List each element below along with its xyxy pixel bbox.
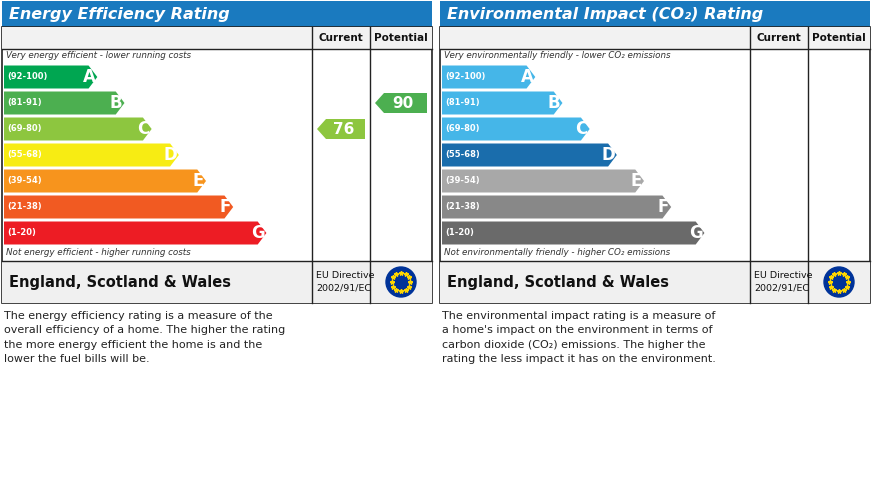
Text: (81-91): (81-91): [445, 99, 480, 107]
Text: B: B: [110, 94, 122, 112]
Text: E: E: [193, 172, 204, 190]
Bar: [2, 1, 432, 27]
Text: G: G: [251, 224, 264, 242]
Text: A: A: [520, 68, 533, 86]
Text: Potential: Potential: [374, 33, 428, 43]
Text: The energy efficiency rating is a measure of the
overall efficiency of a home. T: The energy efficiency rating is a measur…: [4, 311, 285, 364]
Polygon shape: [4, 92, 124, 114]
Text: (92-100): (92-100): [445, 72, 486, 81]
Polygon shape: [442, 221, 704, 245]
Polygon shape: [442, 143, 617, 167]
Bar: [2, 27, 432, 303]
Text: England, Scotland & Wales: England, Scotland & Wales: [447, 275, 669, 289]
Text: (39-54): (39-54): [7, 176, 41, 185]
Polygon shape: [4, 221, 267, 245]
Text: Very energy efficient - lower running costs: Very energy efficient - lower running co…: [6, 51, 191, 60]
Text: England, Scotland & Wales: England, Scotland & Wales: [9, 275, 231, 289]
Bar: [2, 27, 432, 49]
Text: (1-20): (1-20): [445, 228, 473, 238]
Polygon shape: [4, 196, 233, 218]
Polygon shape: [317, 119, 365, 139]
Text: Very environmentally friendly - lower CO₂ emissions: Very environmentally friendly - lower CO…: [444, 51, 671, 60]
Text: Energy Efficiency Rating: Energy Efficiency Rating: [9, 6, 230, 22]
Text: B: B: [548, 94, 561, 112]
Text: C: C: [137, 120, 150, 138]
Text: (81-91): (81-91): [7, 99, 41, 107]
Bar: [440, 261, 870, 303]
Text: (55-68): (55-68): [445, 150, 480, 160]
Text: Current: Current: [319, 33, 363, 43]
Polygon shape: [4, 117, 151, 141]
Text: (1-20): (1-20): [7, 228, 36, 238]
Polygon shape: [4, 143, 179, 167]
Text: (69-80): (69-80): [7, 125, 41, 134]
Bar: [440, 27, 870, 49]
Text: (39-54): (39-54): [445, 176, 480, 185]
Polygon shape: [442, 66, 535, 89]
Text: Not environmentally friendly - higher CO₂ emissions: Not environmentally friendly - higher CO…: [444, 248, 671, 257]
Polygon shape: [442, 117, 590, 141]
Text: F: F: [220, 198, 231, 216]
Text: Potential: Potential: [812, 33, 866, 43]
Polygon shape: [4, 66, 98, 89]
Text: (55-68): (55-68): [7, 150, 41, 160]
Polygon shape: [375, 93, 427, 113]
Circle shape: [386, 267, 416, 297]
Polygon shape: [442, 92, 562, 114]
Text: Not energy efficient - higher running costs: Not energy efficient - higher running co…: [6, 248, 191, 257]
Text: C: C: [576, 120, 588, 138]
Bar: [440, 1, 870, 27]
Text: 76: 76: [333, 121, 354, 137]
Text: (92-100): (92-100): [7, 72, 48, 81]
Text: EU Directive
2002/91/EC: EU Directive 2002/91/EC: [754, 271, 812, 293]
Text: The environmental impact rating is a measure of
a home's impact on the environme: The environmental impact rating is a mea…: [442, 311, 715, 364]
Text: E: E: [631, 172, 642, 190]
Text: D: D: [163, 146, 177, 164]
Text: (21-38): (21-38): [7, 203, 41, 211]
Text: 90: 90: [392, 96, 414, 110]
Text: (69-80): (69-80): [445, 125, 480, 134]
Text: A: A: [83, 68, 95, 86]
Text: D: D: [601, 146, 615, 164]
Text: F: F: [658, 198, 669, 216]
Circle shape: [824, 267, 854, 297]
Text: Current: Current: [757, 33, 802, 43]
Bar: [440, 27, 870, 303]
Polygon shape: [442, 196, 671, 218]
Polygon shape: [442, 170, 644, 192]
Text: EU Directive
2002/91/EC: EU Directive 2002/91/EC: [316, 271, 375, 293]
Text: (21-38): (21-38): [445, 203, 480, 211]
Polygon shape: [4, 170, 206, 192]
Text: Environmental Impact (CO₂) Rating: Environmental Impact (CO₂) Rating: [447, 6, 763, 22]
Bar: [2, 261, 432, 303]
Text: G: G: [689, 224, 702, 242]
